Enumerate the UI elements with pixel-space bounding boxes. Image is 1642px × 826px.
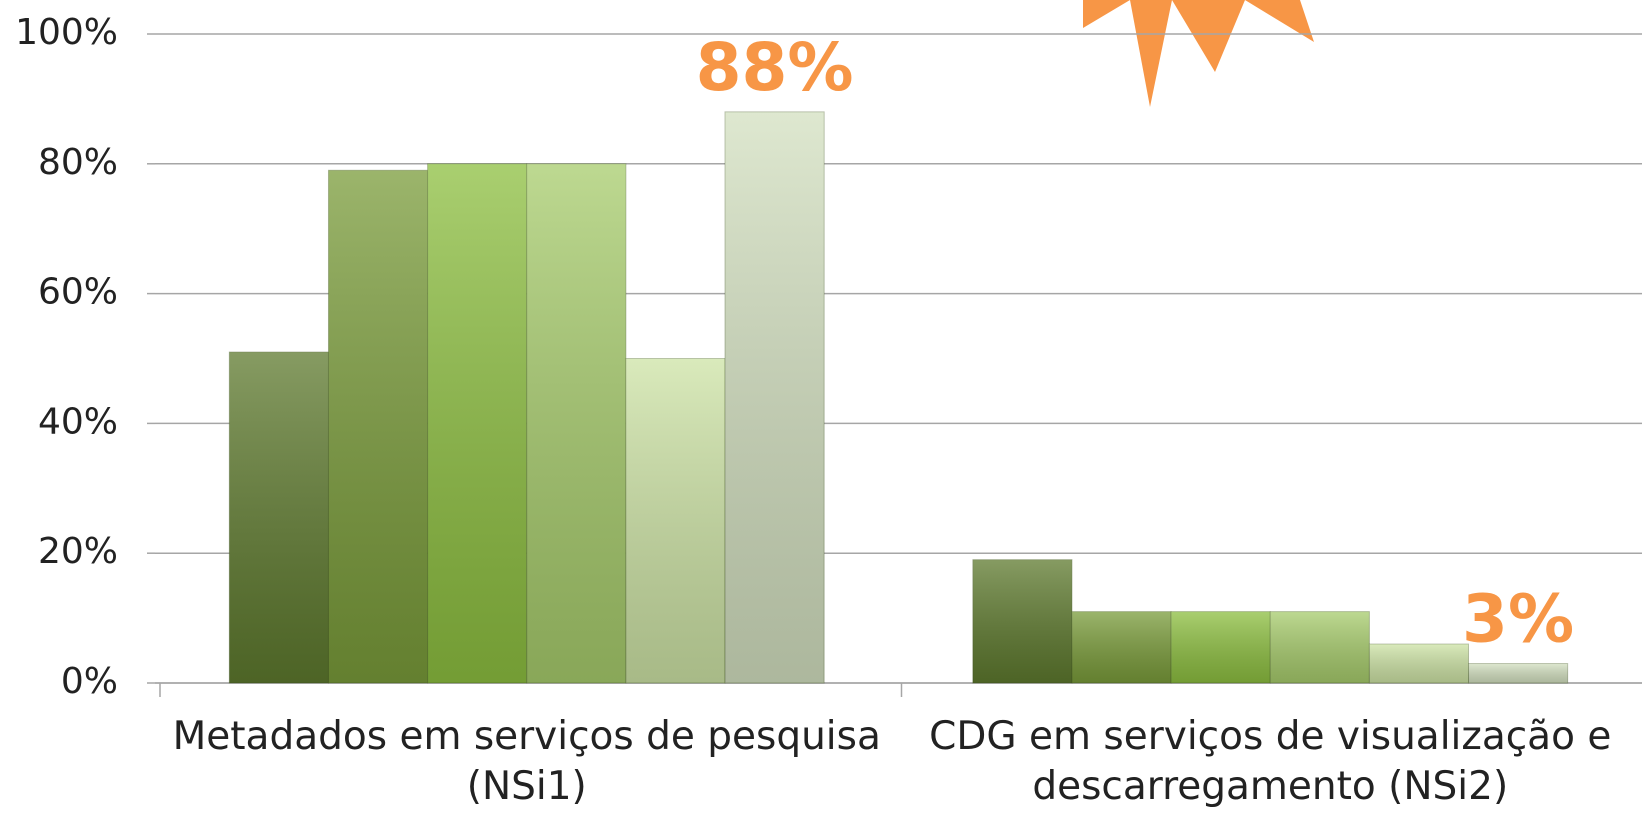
bar-shade [328,170,427,683]
bar-shade [1369,644,1468,683]
y-tick-label: 20% [38,531,118,572]
y-tick-label: 80% [38,142,118,183]
x-tick-label: CDG em serviços de visualização e descar… [909,712,1633,812]
x-tick-label: Metadados em serviços de pesquisa (NSi1) [165,712,889,812]
y-tick-label: 100% [15,12,118,53]
bar-shade [1171,612,1270,683]
bar-shade [1072,612,1171,683]
bar-shade [1270,612,1369,683]
y-tick-label: 40% [38,401,118,442]
data-label: 88% [696,29,854,106]
bar-shade [1469,664,1568,683]
bar-shade [973,560,1072,683]
chart: 0% 20% 40% 60% 80% 100% 88% 3% Metadados em ser… [0,0,1642,826]
bar-shade [527,164,626,683]
data-label: 3% [1462,581,1574,658]
y-tick-label: 0% [61,661,118,702]
chart-svg: 0% 20% 40% 60% 80% 100% 88% 3% [0,0,1642,826]
starburst [1083,0,1314,107]
bar-shade [229,352,328,683]
bar-shade [626,359,725,684]
y-tick-label: 60% [38,272,118,313]
bar-shade [725,112,824,683]
bar-shade [428,164,527,683]
